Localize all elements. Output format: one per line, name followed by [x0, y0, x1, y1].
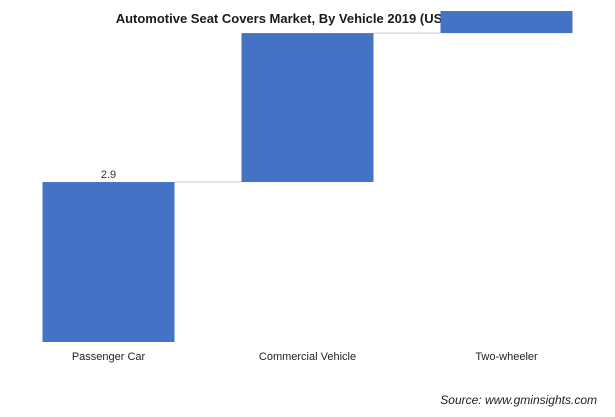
data-label-passenger-car: 2.9: [101, 169, 116, 181]
category-label-two-wheeler: Two-wheeler: [475, 351, 538, 363]
source-note: Source: www.gminsights.com: [440, 393, 597, 407]
bar-commercial-vehicle: [241, 33, 374, 183]
category-label-passenger-car: Passenger Car: [72, 351, 146, 363]
bar-passenger-car: [42, 182, 175, 342]
bar-two-wheeler: [440, 11, 573, 34]
category-label-commercial-vehicle: Commercial Vehicle: [259, 351, 356, 363]
chart-title: Automotive Seat Covers Market, By Vehicl…: [115, 11, 500, 26]
